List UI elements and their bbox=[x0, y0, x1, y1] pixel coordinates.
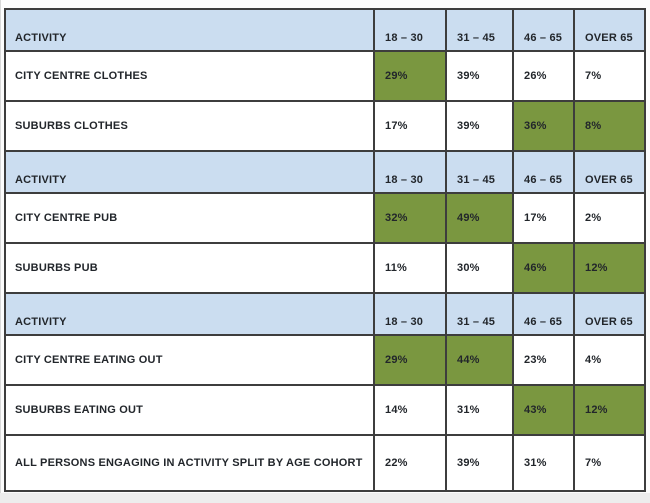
age-column-header: 31 – 45 bbox=[445, 8, 514, 52]
table-row: ALL PERSONS ENGAGING IN ACTIVITY SPLIT B… bbox=[4, 434, 646, 492]
age-column-header: OVER 65 bbox=[573, 150, 646, 194]
screen-edge-line bbox=[0, 0, 1, 503]
value-cell: 2% bbox=[573, 192, 646, 244]
value-cell-highlighted: 44% bbox=[445, 334, 514, 386]
row-label: CITY CENTRE PUB bbox=[4, 192, 375, 244]
value-cell: 4% bbox=[573, 334, 646, 386]
age-column-header: 18 – 30 bbox=[373, 8, 447, 52]
value-cell-highlighted: 12% bbox=[573, 384, 646, 436]
value-cell-highlighted: 12% bbox=[573, 242, 646, 294]
table-row: SUBURBS EATING OUT 14% 31% 43% 12% bbox=[4, 384, 646, 436]
value-cell-highlighted: 29% bbox=[373, 50, 447, 102]
row-label: ALL PERSONS ENGAGING IN ACTIVITY SPLIT B… bbox=[4, 434, 375, 492]
value-cell-highlighted: 8% bbox=[573, 100, 646, 152]
activity-column-header: ACTIVITY bbox=[4, 8, 375, 52]
value-cell: 7% bbox=[573, 50, 646, 102]
table-row: SUBURBS PUB 11% 30% 46% 12% bbox=[4, 242, 646, 294]
value-cell: 22% bbox=[373, 434, 447, 492]
value-cell: 17% bbox=[373, 100, 447, 152]
value-cell-highlighted: 36% bbox=[512, 100, 575, 152]
value-cell: 31% bbox=[445, 384, 514, 436]
value-cell: 11% bbox=[373, 242, 447, 294]
value-cell: 30% bbox=[445, 242, 514, 294]
age-column-header: 46 – 65 bbox=[512, 150, 575, 194]
value-cell-highlighted: 49% bbox=[445, 192, 514, 244]
row-label: SUBURBS EATING OUT bbox=[4, 384, 375, 436]
age-column-header: OVER 65 bbox=[573, 292, 646, 336]
activity-column-header: ACTIVITY bbox=[4, 292, 375, 336]
table-row: CITY CENTRE PUB 32% 49% 17% 2% bbox=[4, 192, 646, 244]
value-cell: 26% bbox=[512, 50, 575, 102]
age-column-header: 18 – 30 bbox=[373, 150, 447, 194]
row-label: CITY CENTRE EATING OUT bbox=[4, 334, 375, 386]
value-cell: 31% bbox=[512, 434, 575, 492]
activity-column-header: ACTIVITY bbox=[4, 150, 375, 194]
section-header-row: ACTIVITY 18 – 30 31 – 45 46 – 65 OVER 65 bbox=[4, 292, 646, 336]
table-row: CITY CENTRE EATING OUT 29% 44% 23% 4% bbox=[4, 334, 646, 386]
age-column-header: 46 – 65 bbox=[512, 292, 575, 336]
age-column-header: 31 – 45 bbox=[445, 292, 514, 336]
value-cell-highlighted: 46% bbox=[512, 242, 575, 294]
age-column-header: 46 – 65 bbox=[512, 8, 575, 52]
value-cell: 39% bbox=[445, 100, 514, 152]
value-cell-highlighted: 43% bbox=[512, 384, 575, 436]
value-cell: 39% bbox=[445, 50, 514, 102]
value-cell: 14% bbox=[373, 384, 447, 436]
value-cell-highlighted: 29% bbox=[373, 334, 447, 386]
bottom-margin-strip bbox=[0, 493, 650, 503]
row-label: SUBURBS CLOTHES bbox=[4, 100, 375, 152]
table-row: SUBURBS CLOTHES 17% 39% 36% 8% bbox=[4, 100, 646, 152]
age-column-header: OVER 65 bbox=[573, 8, 646, 52]
value-cell: 39% bbox=[445, 434, 514, 492]
value-cell: 23% bbox=[512, 334, 575, 386]
row-label: CITY CENTRE CLOTHES bbox=[4, 50, 375, 102]
value-cell: 7% bbox=[573, 434, 646, 492]
age-column-header: 31 – 45 bbox=[445, 150, 514, 194]
activity-age-cohort-table: ACTIVITY 18 – 30 31 – 45 46 – 65 OVER 65 CITY… bbox=[4, 8, 646, 492]
table-row: CITY CENTRE CLOTHES 29% 39% 26% 7% bbox=[4, 50, 646, 102]
section-header-row: ACTIVITY 18 – 30 31 – 45 46 – 65 OVER 65 bbox=[4, 150, 646, 194]
row-label: SUBURBS PUB bbox=[4, 242, 375, 294]
age-column-header: 18 – 30 bbox=[373, 292, 447, 336]
value-cell: 17% bbox=[512, 192, 575, 244]
value-cell-highlighted: 32% bbox=[373, 192, 447, 244]
section-header-row: ACTIVITY 18 – 30 31 – 45 46 – 65 OVER 65 bbox=[4, 8, 646, 52]
